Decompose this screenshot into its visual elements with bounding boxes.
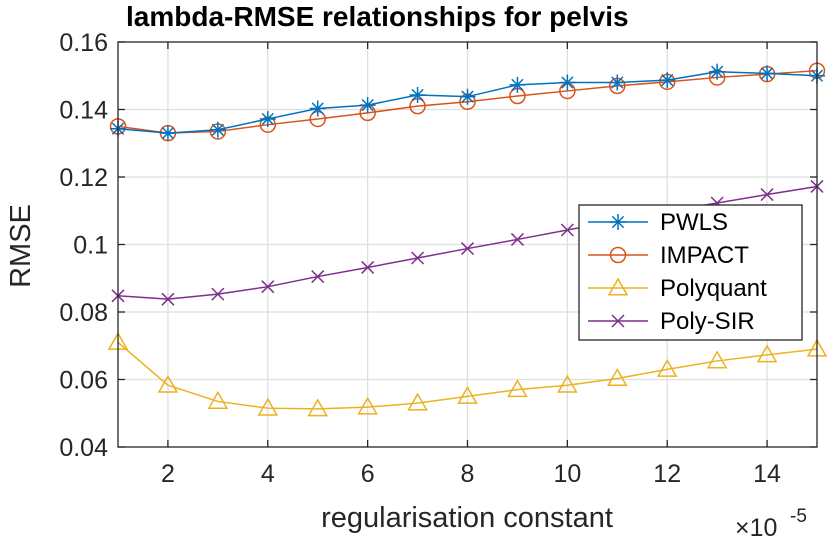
data-point-asterisk [159,125,176,142]
legend-label: IMPACT [660,242,749,269]
data-point-x [161,292,175,306]
x-tick-label: 8 [461,460,475,488]
data-point-triangle [257,397,279,416]
x-multiplier-base: ×10 [735,514,777,538]
y-tick-label: 0.16 [59,29,108,57]
legend-label: Poly-SIR [660,308,755,335]
data-point-asterisk [259,110,276,127]
data-point-asterisk [609,74,626,91]
y-tick-label: 0.14 [59,97,108,125]
data-point-asterisk [759,65,776,82]
x-tick-label: 2 [161,460,175,488]
x-tick-label: 14 [753,460,781,488]
data-point-asterisk [559,74,576,91]
data-point-x [460,242,475,256]
legend-label: Polyquant [660,275,767,302]
data-point-asterisk [709,63,726,80]
legend-box [578,204,803,341]
data-point-triangle [557,374,578,393]
data-point-triangle [606,367,628,386]
data-point-asterisk [309,100,326,117]
x-tick-label: 10 [553,460,581,488]
data-point-asterisk [209,121,226,138]
data-point-x [261,280,275,294]
data-point-triangle [407,392,428,411]
x-tick-label: 6 [361,460,375,488]
x-multiplier-exponent: -5 [790,506,807,527]
legend-label: PWLS [660,209,728,236]
data-point-triangle [706,350,728,369]
y-tick-label: 0.04 [59,434,108,462]
data-point-x [560,223,574,237]
y-tick-label: 0.06 [59,367,108,395]
data-point-asterisk [610,214,626,230]
data-point-asterisk [359,97,376,114]
data-point-x [411,251,425,265]
legend-item-impact: IMPACT [588,242,749,269]
data-point-x [361,260,375,274]
data-point-triangle [756,344,778,363]
y-axis-label: RMSE [5,204,37,288]
y-tick-label: 0.08 [59,299,108,327]
axis-ticks: 2 4 6 8 10 12 14 0.04 0.06 0.08 0.1 0.12 0.14 0.16 [59,29,817,488]
data-point-circle [609,246,627,264]
data-point-asterisk [509,76,526,93]
data-point-x [510,232,524,246]
data-point-triangle [157,374,179,393]
legend-item-pwls: PWLS [588,209,728,236]
data-point-x [211,287,225,301]
data-point-asterisk [409,86,426,103]
legend-item-poly-sir: Poly-SIR [588,308,755,335]
data-point-x [760,188,774,202]
x-tick-label: 12 [653,460,681,488]
data-point-triangle [457,385,478,404]
data-point-triangle [656,358,678,377]
data-point-triangle [207,390,229,409]
x-tick-label: 4 [261,460,275,488]
data-point-asterisk [459,88,476,105]
x-axis-label: regularisation constant [321,502,613,534]
y-tick-label: 0.12 [59,164,108,192]
series-line [117,341,818,410]
data-point-x [311,270,325,284]
legend-item-polyquant: Polyquant [588,275,767,302]
data-point-triangle [307,398,329,417]
legend: PWLS IMPACT Polyquant Poly-SIR [578,204,803,341]
data-point-triangle [607,277,629,296]
data-point-x [611,314,625,328]
data-point-triangle [357,396,378,415]
data-point-asterisk [659,72,676,89]
data-point-triangle [507,379,528,398]
y-tick-label: 0.1 [73,232,108,260]
x-multiplier: ×10 -5 [735,506,807,538]
chart-title: lambda-RMSE relationships for pelvis [126,1,629,32]
